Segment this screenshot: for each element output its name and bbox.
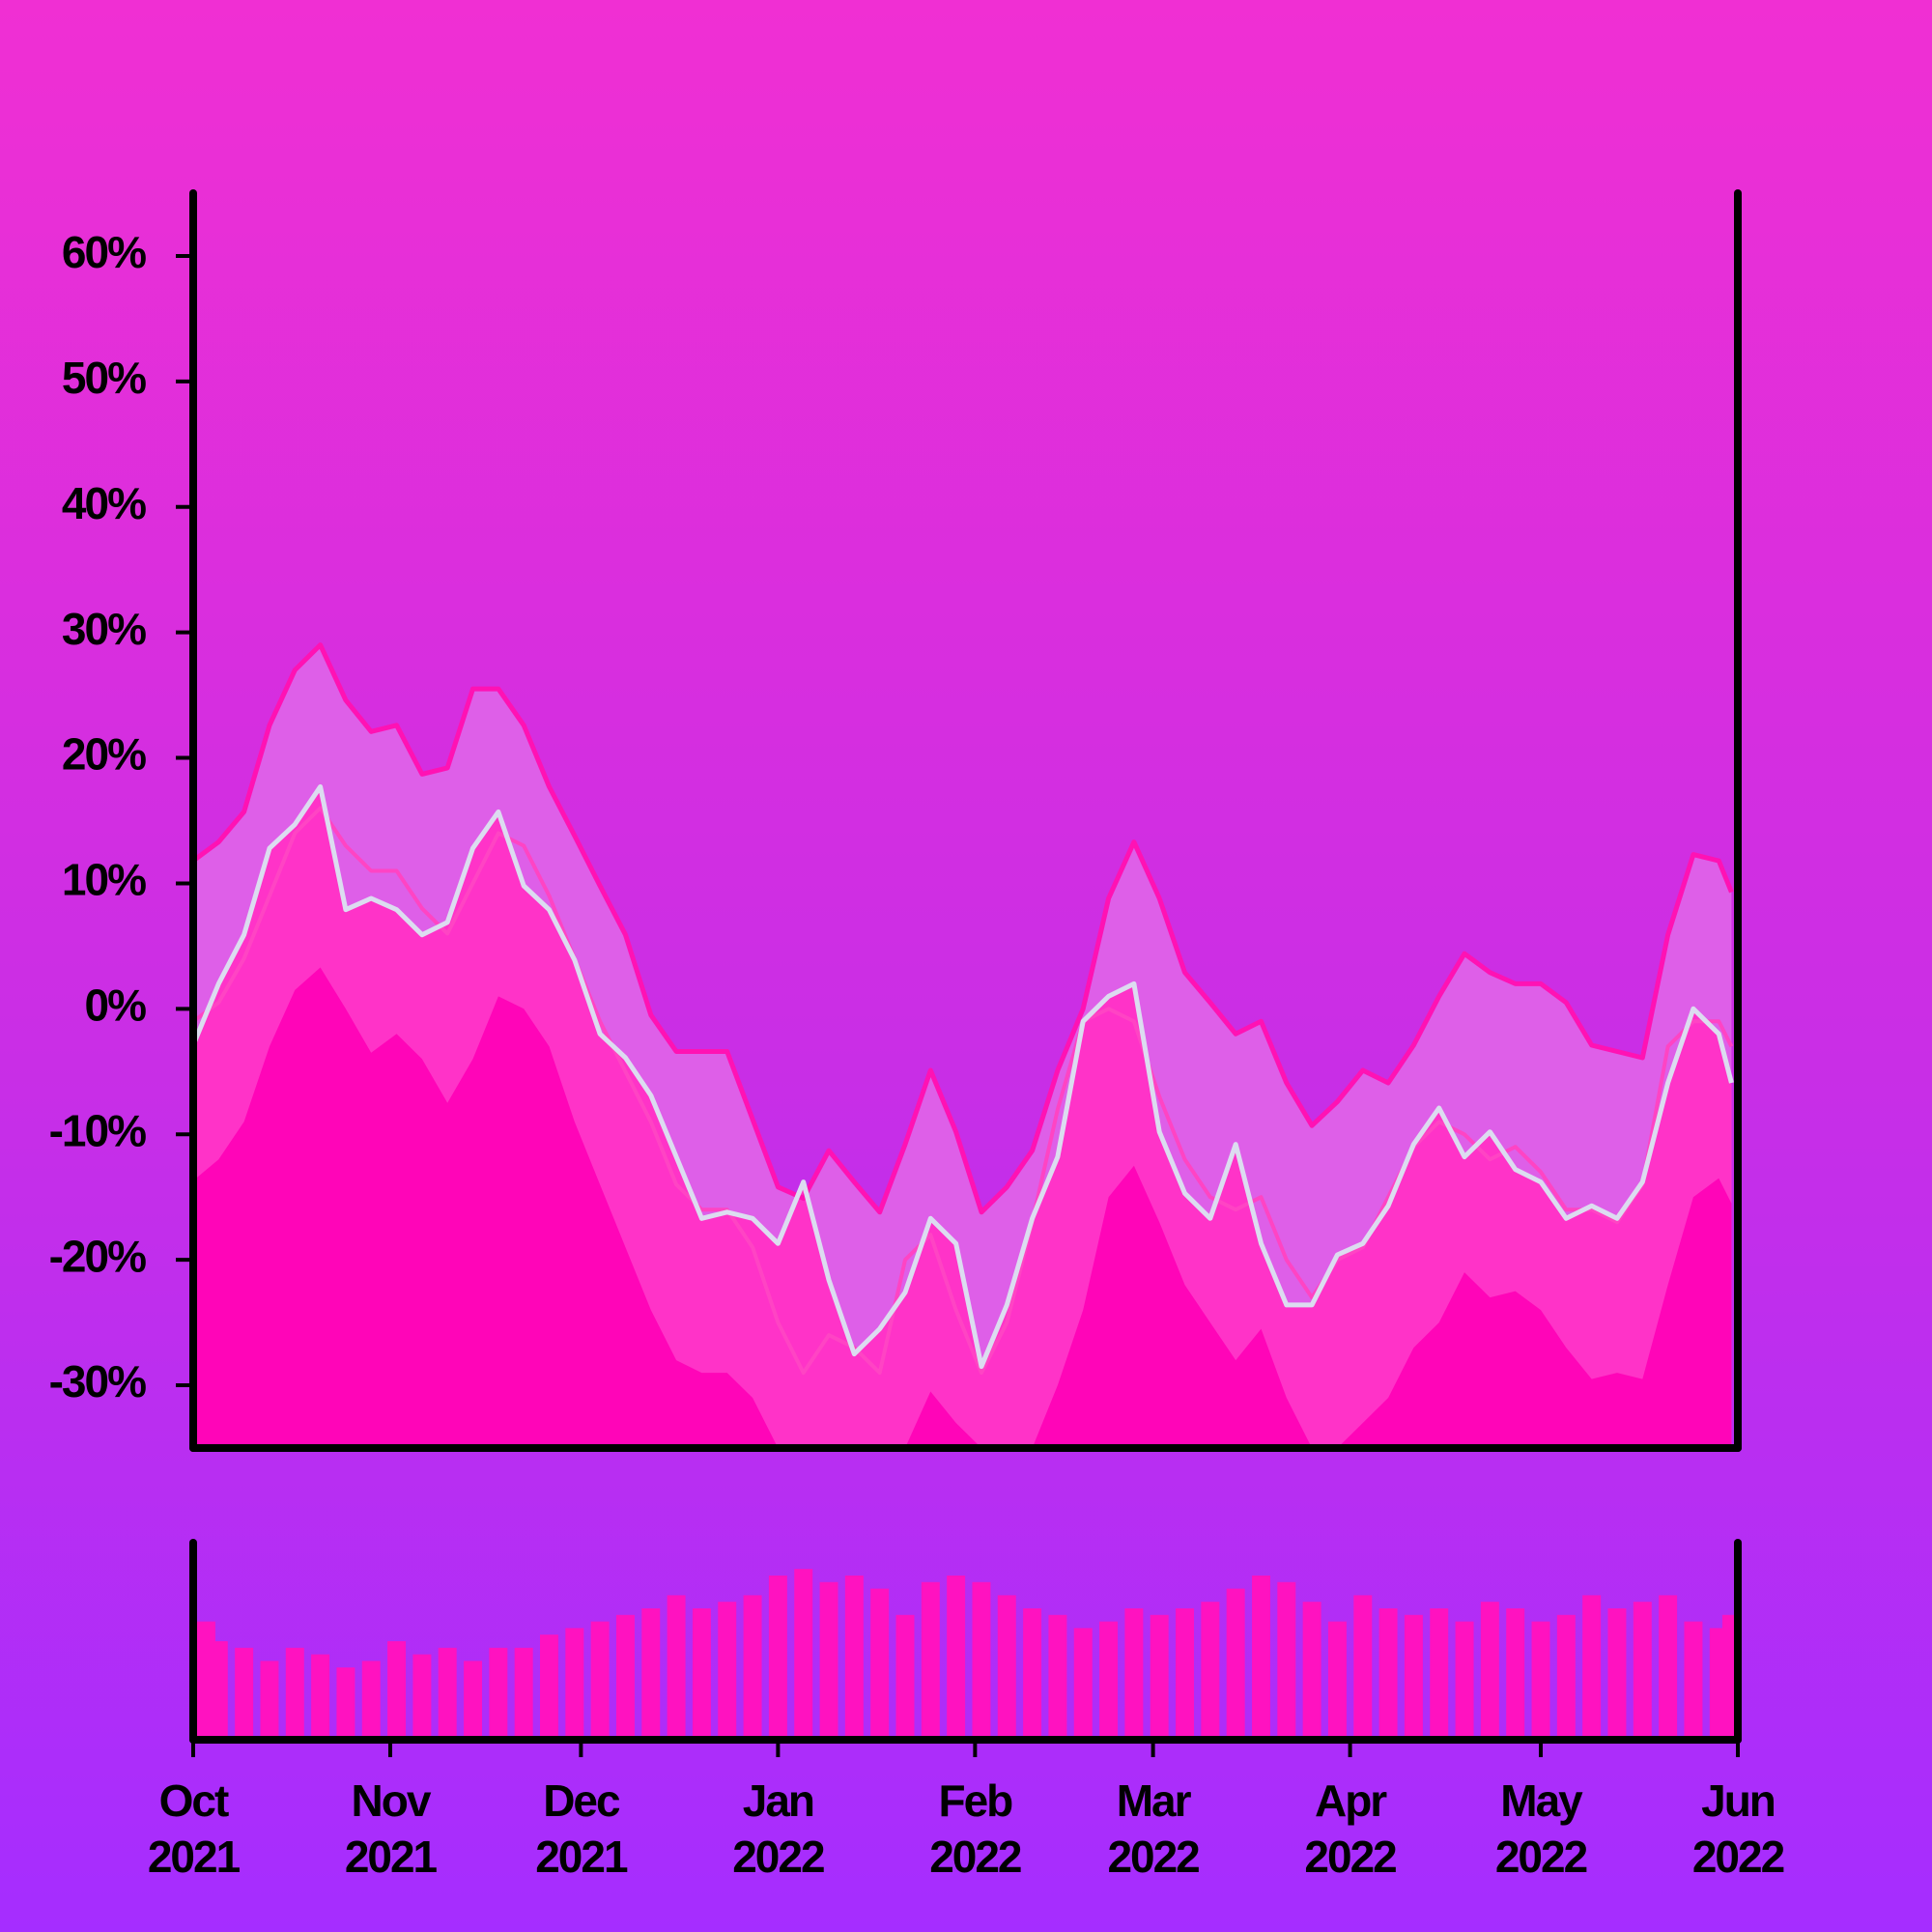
- volume-bar: [1302, 1602, 1321, 1740]
- volume-bar: [1150, 1614, 1169, 1740]
- line: [193, 806, 1734, 1376]
- x-tick-label: Nov 2021: [344, 1776, 438, 1882]
- volume-bar: [1124, 1608, 1144, 1740]
- y-tick-label: 10%: [62, 855, 146, 905]
- volume-bar: [615, 1614, 635, 1740]
- volume-bar: [718, 1602, 737, 1740]
- volume-bar: [921, 1581, 940, 1740]
- volume-bar: [1659, 1595, 1678, 1740]
- volume-bar: [260, 1661, 279, 1740]
- volume-bar: [1633, 1602, 1652, 1740]
- volume-bar: [361, 1661, 381, 1740]
- y-tick-label: -30%: [49, 1356, 146, 1406]
- volume-bar: [1327, 1621, 1347, 1740]
- volume-bar: [540, 1634, 558, 1740]
- x-tick-label: Jan 2022: [732, 1776, 825, 1882]
- volume-bar: [565, 1628, 584, 1740]
- volume-bar: [1201, 1602, 1220, 1740]
- volume-bar: [1226, 1588, 1245, 1740]
- y-tick-label: -10%: [49, 1105, 146, 1155]
- volume-bar: [235, 1647, 254, 1740]
- x-tick-label: Mar 2022: [1107, 1776, 1200, 1882]
- area: [193, 967, 1732, 1448]
- volume-bar: [1684, 1621, 1703, 1740]
- line: [193, 642, 1734, 1215]
- y-tick-label: 40%: [62, 478, 146, 528]
- volume-bar: [1430, 1608, 1449, 1740]
- volume-bar: [895, 1614, 915, 1740]
- x-tick-label: May 2022: [1494, 1776, 1588, 1882]
- volume-bar: [514, 1647, 533, 1740]
- volume-bar: [438, 1647, 457, 1740]
- volume-bar: [692, 1608, 711, 1740]
- volume-bar: [209, 1641, 228, 1740]
- volume-bar: [1176, 1608, 1194, 1740]
- volume-bar: [1455, 1621, 1474, 1740]
- volume-bar: [794, 1569, 813, 1740]
- volume-panel: [197, 1569, 1741, 1740]
- volume-bar: [336, 1667, 355, 1740]
- volume-bar: [1582, 1595, 1602, 1740]
- volume-bar: [1252, 1576, 1270, 1740]
- volume-bar: [412, 1654, 432, 1740]
- volume-bar: [667, 1595, 686, 1740]
- volume-bar: [972, 1581, 991, 1740]
- y-tick-label: 20%: [62, 729, 146, 780]
- volume-bar: [819, 1581, 838, 1740]
- y-tick-label: 0%: [85, 980, 147, 1031]
- volume-bar: [1099, 1621, 1119, 1740]
- y-tick-label: 50%: [62, 353, 146, 403]
- volume-bar: [387, 1641, 407, 1740]
- volume-bar: [1506, 1608, 1525, 1740]
- volume-bar: [1378, 1608, 1398, 1740]
- x-tick-label: Jun 2022: [1691, 1776, 1785, 1882]
- volume-bar: [464, 1661, 483, 1740]
- plot-area: [193, 642, 1734, 1448]
- volume-bar: [1073, 1628, 1093, 1740]
- x-tick-label: Oct 2021: [147, 1776, 241, 1882]
- volume-bar: [1404, 1614, 1423, 1740]
- volume-bar: [590, 1621, 610, 1740]
- volume-bar: [997, 1595, 1016, 1740]
- x-tick-label: Apr 2022: [1304, 1776, 1397, 1882]
- volume-bar: [1353, 1595, 1373, 1740]
- volume-bar: [870, 1588, 890, 1740]
- x-tick-label: Dec 2021: [535, 1776, 628, 1882]
- y-tick-label: 60%: [62, 227, 146, 277]
- volume-bar: [743, 1595, 762, 1740]
- volume-bar: [1607, 1608, 1627, 1740]
- axes: -30% -20% -10% 0% 10% 20% 30% 40% 50% 60%: [49, 189, 1742, 1757]
- volume-bar: [768, 1576, 787, 1740]
- volume-bar: [947, 1576, 966, 1740]
- y-tick-label: 30%: [62, 604, 146, 654]
- volume-bar: [489, 1647, 508, 1740]
- x-tick-label: Feb 2022: [929, 1776, 1022, 1882]
- volume-bar: [641, 1608, 661, 1740]
- volume-bar: [1277, 1581, 1296, 1740]
- line: [193, 783, 1734, 1370]
- volume-bar: [1480, 1602, 1499, 1740]
- volume-bar: [844, 1576, 864, 1740]
- y-tick-label: -20%: [49, 1231, 146, 1281]
- volume-bar: [1048, 1614, 1067, 1740]
- volume-bar: [311, 1654, 330, 1740]
- volume-bar: [285, 1647, 304, 1740]
- volume-bar: [1556, 1614, 1576, 1740]
- volume-bar: [1023, 1608, 1042, 1740]
- volume-bar: [1531, 1621, 1550, 1740]
